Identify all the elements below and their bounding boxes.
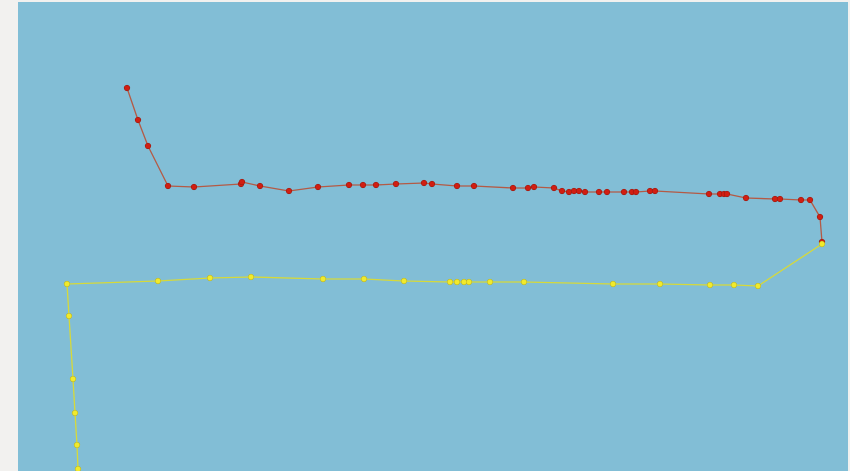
track-red-point[interactable]	[776, 195, 784, 203]
track-yellow-point[interactable]	[69, 375, 77, 383]
track-yellow-point[interactable]	[754, 282, 762, 290]
track-red-point[interactable]	[190, 183, 198, 191]
track-red-point[interactable]	[558, 187, 566, 195]
track-yellow-point[interactable]	[730, 281, 738, 289]
track-yellow-point[interactable]	[609, 280, 617, 288]
track-red-point[interactable]	[509, 184, 517, 192]
track-red-point[interactable]	[595, 188, 603, 196]
track-red-point[interactable]	[123, 84, 131, 92]
track-yellow-point[interactable]	[247, 273, 255, 281]
track-red-point[interactable]	[550, 184, 558, 192]
track-red-point[interactable]	[359, 181, 367, 189]
track-red-point[interactable]	[134, 116, 142, 124]
track-yellow-point[interactable]	[154, 277, 162, 285]
track-yellow-point[interactable]	[520, 278, 528, 286]
track-red-point[interactable]	[238, 178, 246, 186]
track-yellow-point[interactable]	[65, 312, 73, 320]
track-red-point[interactable]	[530, 183, 538, 191]
track-red-point[interactable]	[632, 188, 640, 196]
track-yellow-point[interactable]	[656, 280, 664, 288]
track-yellow-point[interactable]	[400, 277, 408, 285]
track-red-point[interactable]	[144, 142, 152, 150]
track-red-point[interactable]	[742, 194, 750, 202]
track-red-point[interactable]	[723, 190, 731, 198]
track-red-point[interactable]	[575, 187, 583, 195]
map-canvas[interactable]	[18, 2, 848, 471]
track-red-point[interactable]	[420, 179, 428, 187]
track-red[interactable]	[123, 84, 826, 246]
track-red-point[interactable]	[816, 213, 824, 221]
track-red-point[interactable]	[345, 181, 353, 189]
track-red-point[interactable]	[524, 184, 532, 192]
track-yellow-line[interactable]	[66, 243, 823, 470]
track-red-point[interactable]	[603, 188, 611, 196]
track-yellow-point[interactable]	[73, 441, 81, 449]
track-red-point[interactable]	[565, 188, 573, 196]
track-red-point[interactable]	[164, 182, 172, 190]
track-yellow-point[interactable]	[71, 409, 79, 417]
track-yellow-point[interactable]	[453, 278, 461, 286]
track-yellow-point[interactable]	[486, 278, 494, 286]
track-yellow-point[interactable]	[818, 240, 826, 248]
track-red-point[interactable]	[581, 188, 589, 196]
track-red-point[interactable]	[372, 181, 380, 189]
track-yellow-point[interactable]	[706, 281, 714, 289]
track-yellow-point[interactable]	[319, 275, 327, 283]
track-red-point[interactable]	[651, 187, 659, 195]
track-red-point[interactable]	[256, 182, 264, 190]
track-red-point[interactable]	[285, 187, 293, 195]
track-red-point[interactable]	[470, 182, 478, 190]
track-red-point[interactable]	[314, 183, 322, 191]
track-yellow-point[interactable]	[360, 275, 368, 283]
track-red-point[interactable]	[392, 180, 400, 188]
track-yellow-point[interactable]	[460, 278, 468, 286]
track-yellow-point[interactable]	[74, 465, 82, 471]
track-yellow-point[interactable]	[206, 274, 214, 282]
track-yellow-point[interactable]	[63, 280, 71, 288]
track-yellow[interactable]	[63, 240, 826, 471]
track-red-point[interactable]	[806, 196, 814, 204]
track-red-point[interactable]	[620, 188, 628, 196]
track-yellow-point[interactable]	[446, 278, 454, 286]
water-background	[18, 2, 848, 471]
track-red-point[interactable]	[705, 190, 713, 198]
map-viewport[interactable]	[18, 2, 848, 471]
track-red-point[interactable]	[797, 196, 805, 204]
track-red-point[interactable]	[428, 180, 436, 188]
track-red-point[interactable]	[453, 182, 461, 190]
tracks-layer	[63, 84, 826, 471]
